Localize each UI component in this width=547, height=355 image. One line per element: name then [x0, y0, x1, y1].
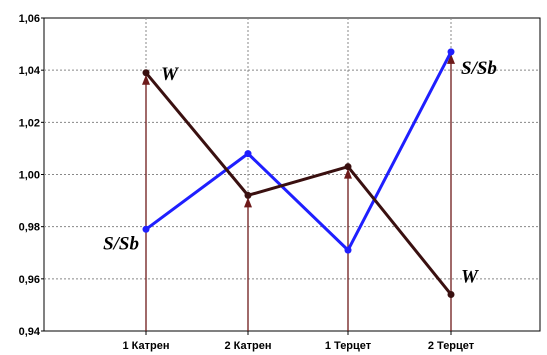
series-1-point — [344, 246, 352, 254]
y-tick-label: 1,02 — [19, 117, 40, 129]
series-2-point — [142, 69, 150, 77]
series-1-point — [142, 225, 150, 233]
y-axis: 0,94 0,96 0,98 1,00 1,02 1,04 1,06 — [19, 13, 44, 338]
x-axis: 1 Катрен 2 Катрен 1 Терцет 2 Терцет — [122, 331, 475, 352]
series-lines — [142, 48, 455, 298]
y-tick-label: 1,04 — [19, 65, 41, 77]
x-tick-label: 2 Катрен — [224, 340, 271, 352]
series-1-point — [447, 48, 455, 56]
x-tick-label: 1 Терцет — [325, 340, 372, 352]
y-tick-label: 1,00 — [19, 170, 40, 182]
arrow-head — [244, 197, 252, 208]
annotations: W S/Sb S/Sb W — [103, 58, 497, 288]
y-tick-label: 0,98 — [19, 222, 40, 234]
annotation-ssb-right: S/Sb — [461, 58, 497, 79]
arrow-head — [447, 53, 455, 64]
x-tick-label: 1 Катрен — [122, 340, 169, 352]
y-tick-label: 1,06 — [19, 13, 40, 25]
y-tick-label: 0,96 — [19, 274, 40, 286]
arrow-head — [142, 74, 150, 85]
annotation-w-right: W — [461, 266, 479, 287]
arrow-head — [344, 168, 352, 179]
arrows — [142, 53, 455, 331]
series-1-line — [145, 51, 453, 252]
series-2-point — [244, 191, 252, 199]
series-2-point — [447, 290, 455, 298]
x-tick-label: 2 Терцет — [428, 340, 475, 352]
annotation-ssb-left: S/Sb — [103, 233, 139, 254]
annotation-w-left: W — [161, 64, 179, 85]
series-1-point — [244, 150, 252, 158]
series-2-line — [144, 71, 453, 296]
y-tick-label: 0,94 — [19, 326, 41, 338]
series-2-point — [344, 163, 352, 171]
